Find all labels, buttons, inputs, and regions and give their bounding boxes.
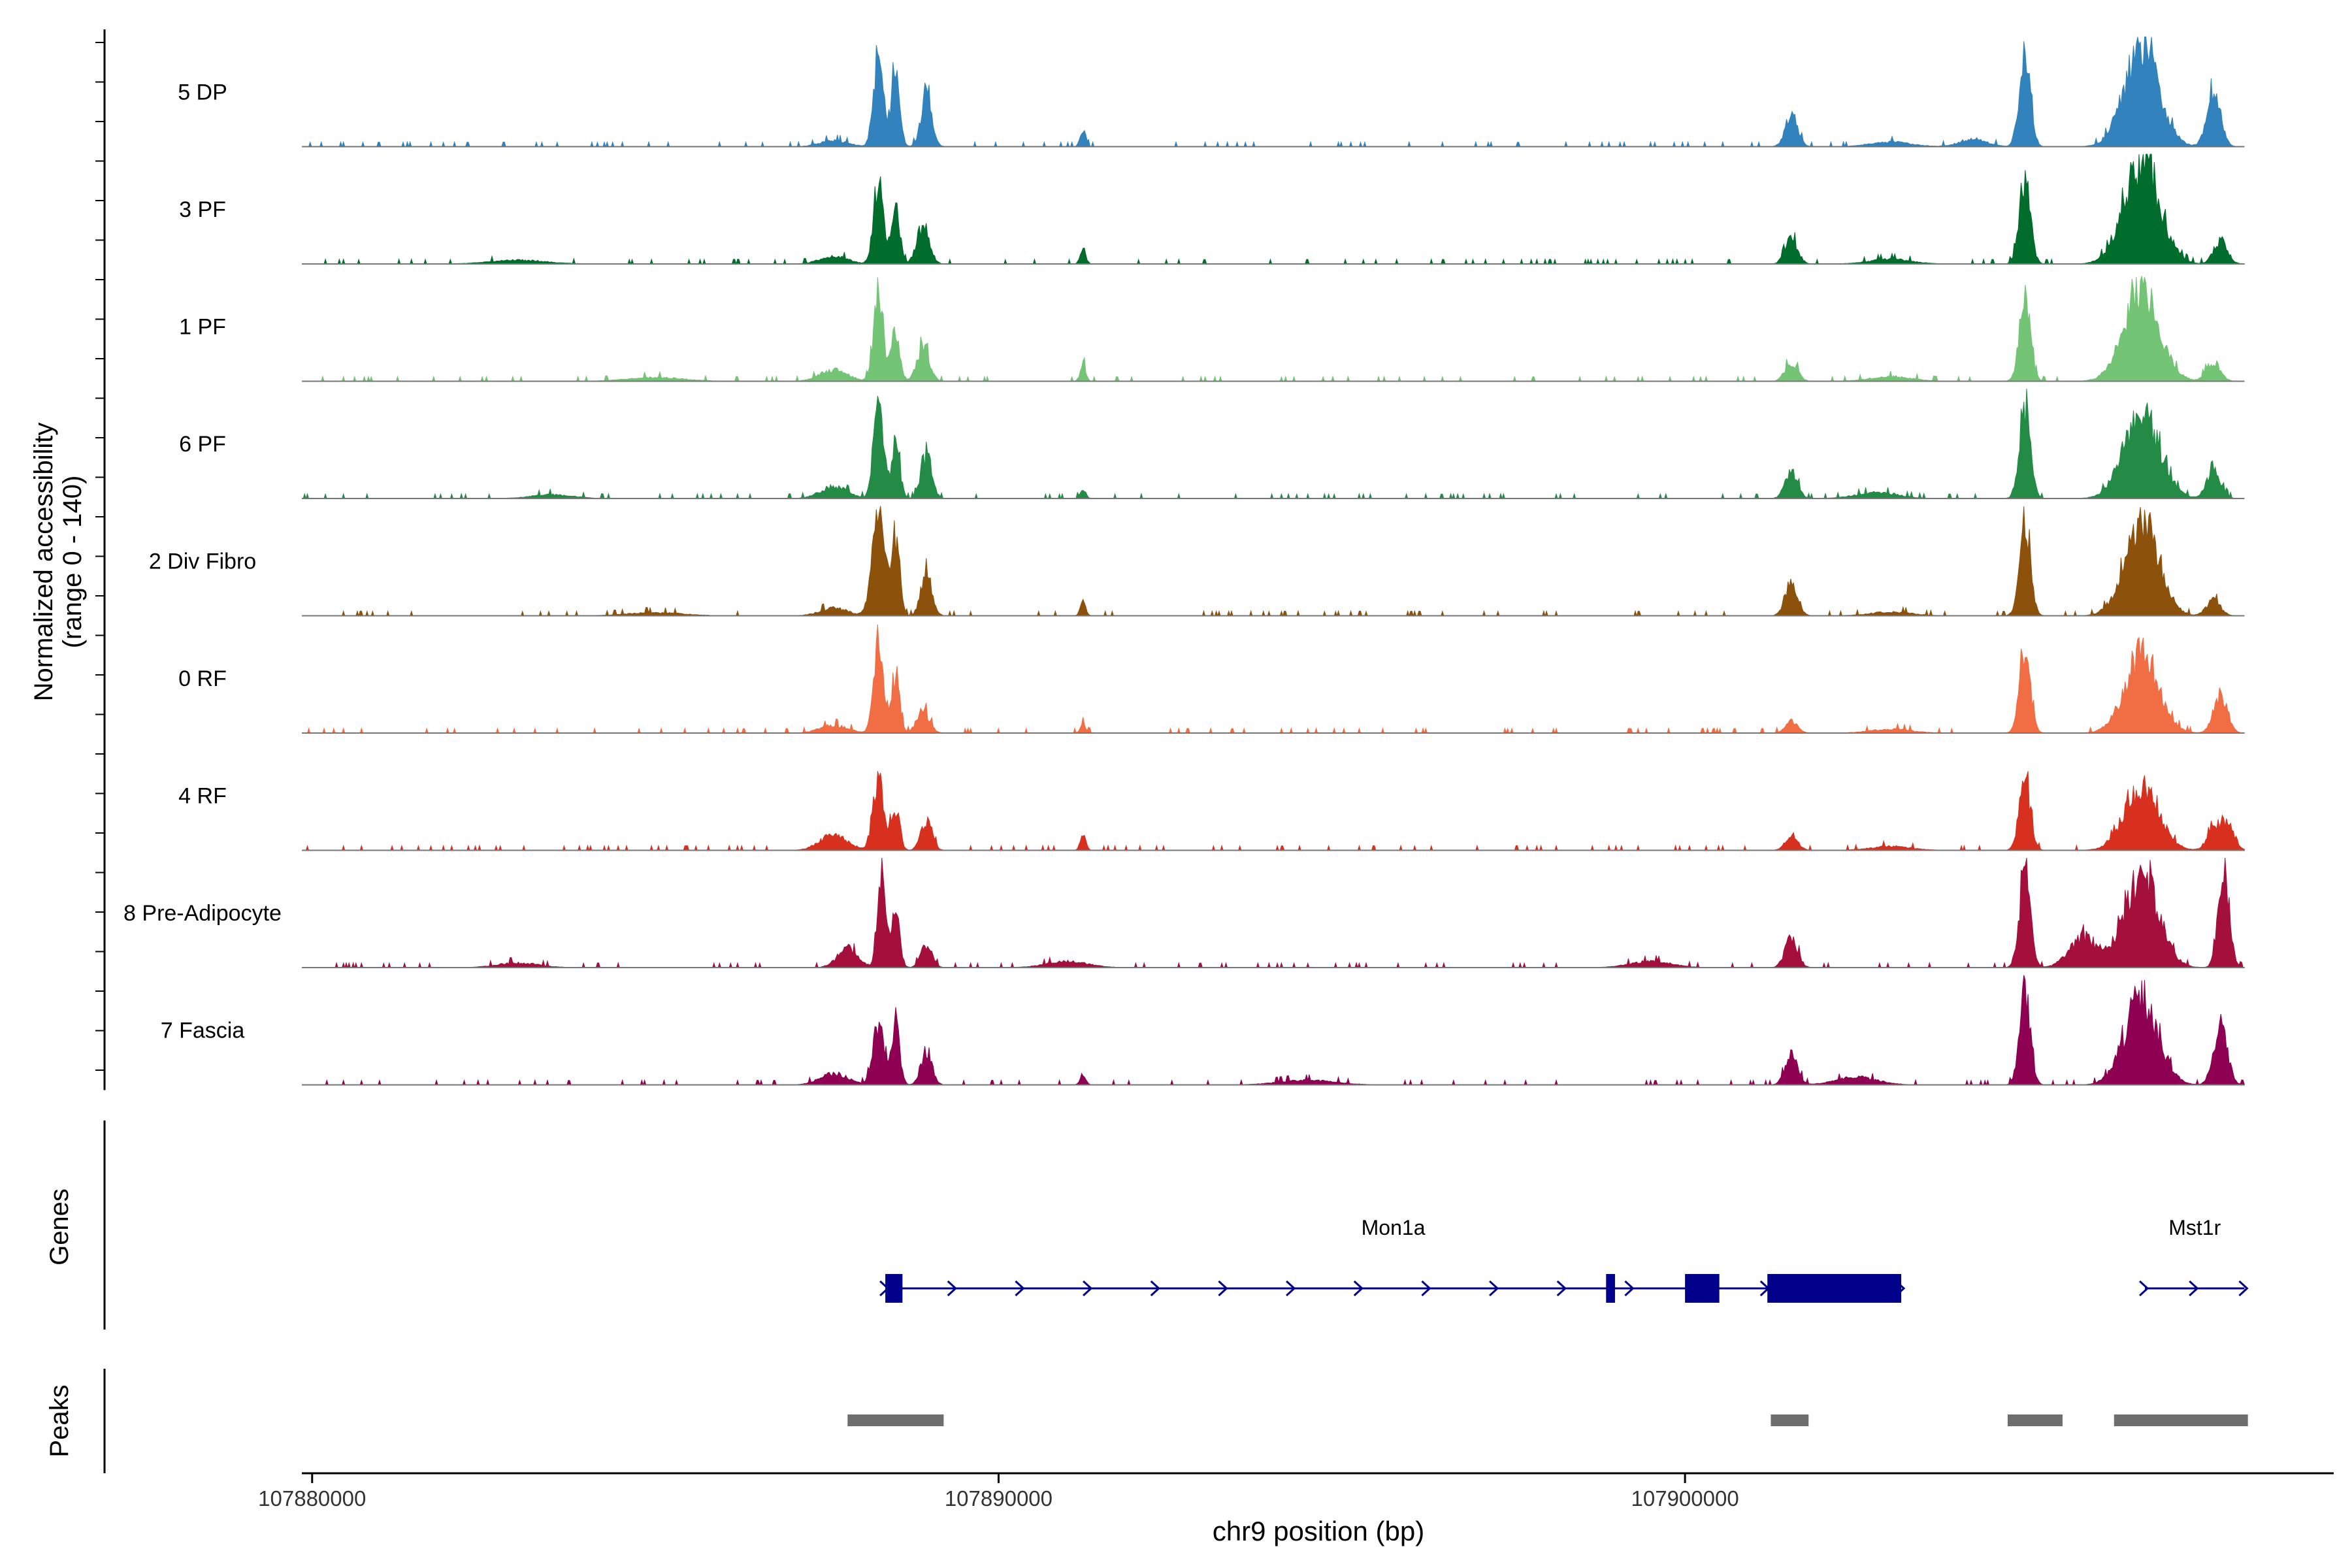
track-label: 1 PF bbox=[179, 315, 226, 340]
x-axis: 107880000 107890000 107900000 bbox=[258, 1472, 2334, 1511]
genes-panel: Mon1a Mst1r bbox=[103, 1120, 2249, 1330]
x-tick-label: 107900000 bbox=[1631, 1486, 1739, 1511]
coverage-area bbox=[302, 771, 2245, 852]
coverage-area bbox=[302, 506, 2245, 617]
strand-arrow bbox=[1421, 1280, 1431, 1297]
strand-arrow bbox=[2139, 1280, 2149, 1297]
x-tick-label: 107890000 bbox=[945, 1486, 1053, 1511]
coverage-y-axis-range-label: (range 0 - 140) bbox=[58, 476, 87, 649]
gene-exon bbox=[1685, 1274, 1720, 1303]
coverage-track: 5 DP bbox=[178, 37, 2245, 148]
strand-arrow bbox=[2189, 1280, 2199, 1297]
gene-model: Mst1r bbox=[2139, 1216, 2249, 1297]
coverage-area bbox=[302, 857, 2245, 969]
coverage-area bbox=[302, 975, 2245, 1086]
strand-arrow bbox=[1556, 1280, 1567, 1297]
coverage-area bbox=[302, 37, 2245, 148]
strand-arrow bbox=[1353, 1280, 1364, 1297]
track-label: 6 PF bbox=[179, 432, 226, 457]
coverage-y-axis-label: Normalized accessibility bbox=[29, 423, 58, 702]
x-axis-label: chr9 position (bp) bbox=[1213, 1516, 1425, 1546]
peak-region bbox=[2007, 1414, 2063, 1426]
genes-panel-label: Genes bbox=[45, 1188, 74, 1266]
coverage-track: 3 PF bbox=[179, 154, 2245, 265]
coverage-track: 2 Div Fibro bbox=[149, 506, 2245, 617]
strand-arrow bbox=[1489, 1280, 1499, 1297]
strand-arrow bbox=[1083, 1280, 1093, 1297]
peaks-panel-label: Peaks bbox=[45, 1384, 74, 1457]
track-label: 2 Div Fibro bbox=[149, 549, 256, 574]
gene-exon bbox=[885, 1274, 903, 1303]
gene-name-label: Mst1r bbox=[2168, 1216, 2221, 1239]
track-label: 5 DP bbox=[178, 80, 227, 105]
coverage-track: 0 RF bbox=[178, 624, 2245, 734]
peak-region bbox=[2114, 1414, 2248, 1426]
peaks-panel bbox=[103, 1369, 2248, 1473]
strand-arrow bbox=[1286, 1280, 1296, 1297]
coverage-track: 8 Pre-Adipocyte bbox=[123, 857, 2245, 969]
x-tick-label: 107880000 bbox=[258, 1486, 366, 1511]
coverage-track: 6 PF bbox=[179, 388, 2245, 500]
strand-arrow bbox=[1150, 1280, 1160, 1297]
peak-region bbox=[1771, 1414, 1809, 1426]
track-label: 3 PF bbox=[179, 197, 226, 222]
gene-model: Mon1a bbox=[879, 1216, 1906, 1303]
track-label: 8 Pre-Adipocyte bbox=[123, 901, 282, 926]
gene-exon bbox=[1606, 1274, 1615, 1303]
coverage-panel: 5 DP 3 PF 1 PF 6 PF 2 Div Fibro 0 RF 4 RF 8 Pre… bbox=[95, 29, 2245, 1090]
strand-arrow bbox=[947, 1280, 957, 1297]
gene-name-label: Mon1a bbox=[1362, 1216, 1426, 1239]
coverage-area bbox=[302, 388, 2245, 500]
coverage-area bbox=[302, 276, 2245, 383]
track-label: 0 RF bbox=[178, 666, 227, 691]
gene-exon bbox=[1767, 1274, 1902, 1303]
strand-arrow bbox=[1015, 1280, 1025, 1297]
strand-arrow bbox=[1218, 1280, 1228, 1297]
coverage-track: 7 Fascia bbox=[161, 975, 2245, 1086]
strand-arrow bbox=[1624, 1280, 1635, 1297]
track-label: 4 RF bbox=[178, 784, 227, 809]
coverage-area bbox=[302, 154, 2245, 265]
peak-region bbox=[847, 1414, 944, 1426]
coverage-area bbox=[302, 624, 2245, 734]
strand-arrow bbox=[2238, 1280, 2249, 1297]
coverage-track: 1 PF bbox=[179, 276, 2245, 383]
track-label: 7 Fascia bbox=[161, 1019, 245, 1043]
coverage-track: 4 RF bbox=[178, 771, 2245, 852]
